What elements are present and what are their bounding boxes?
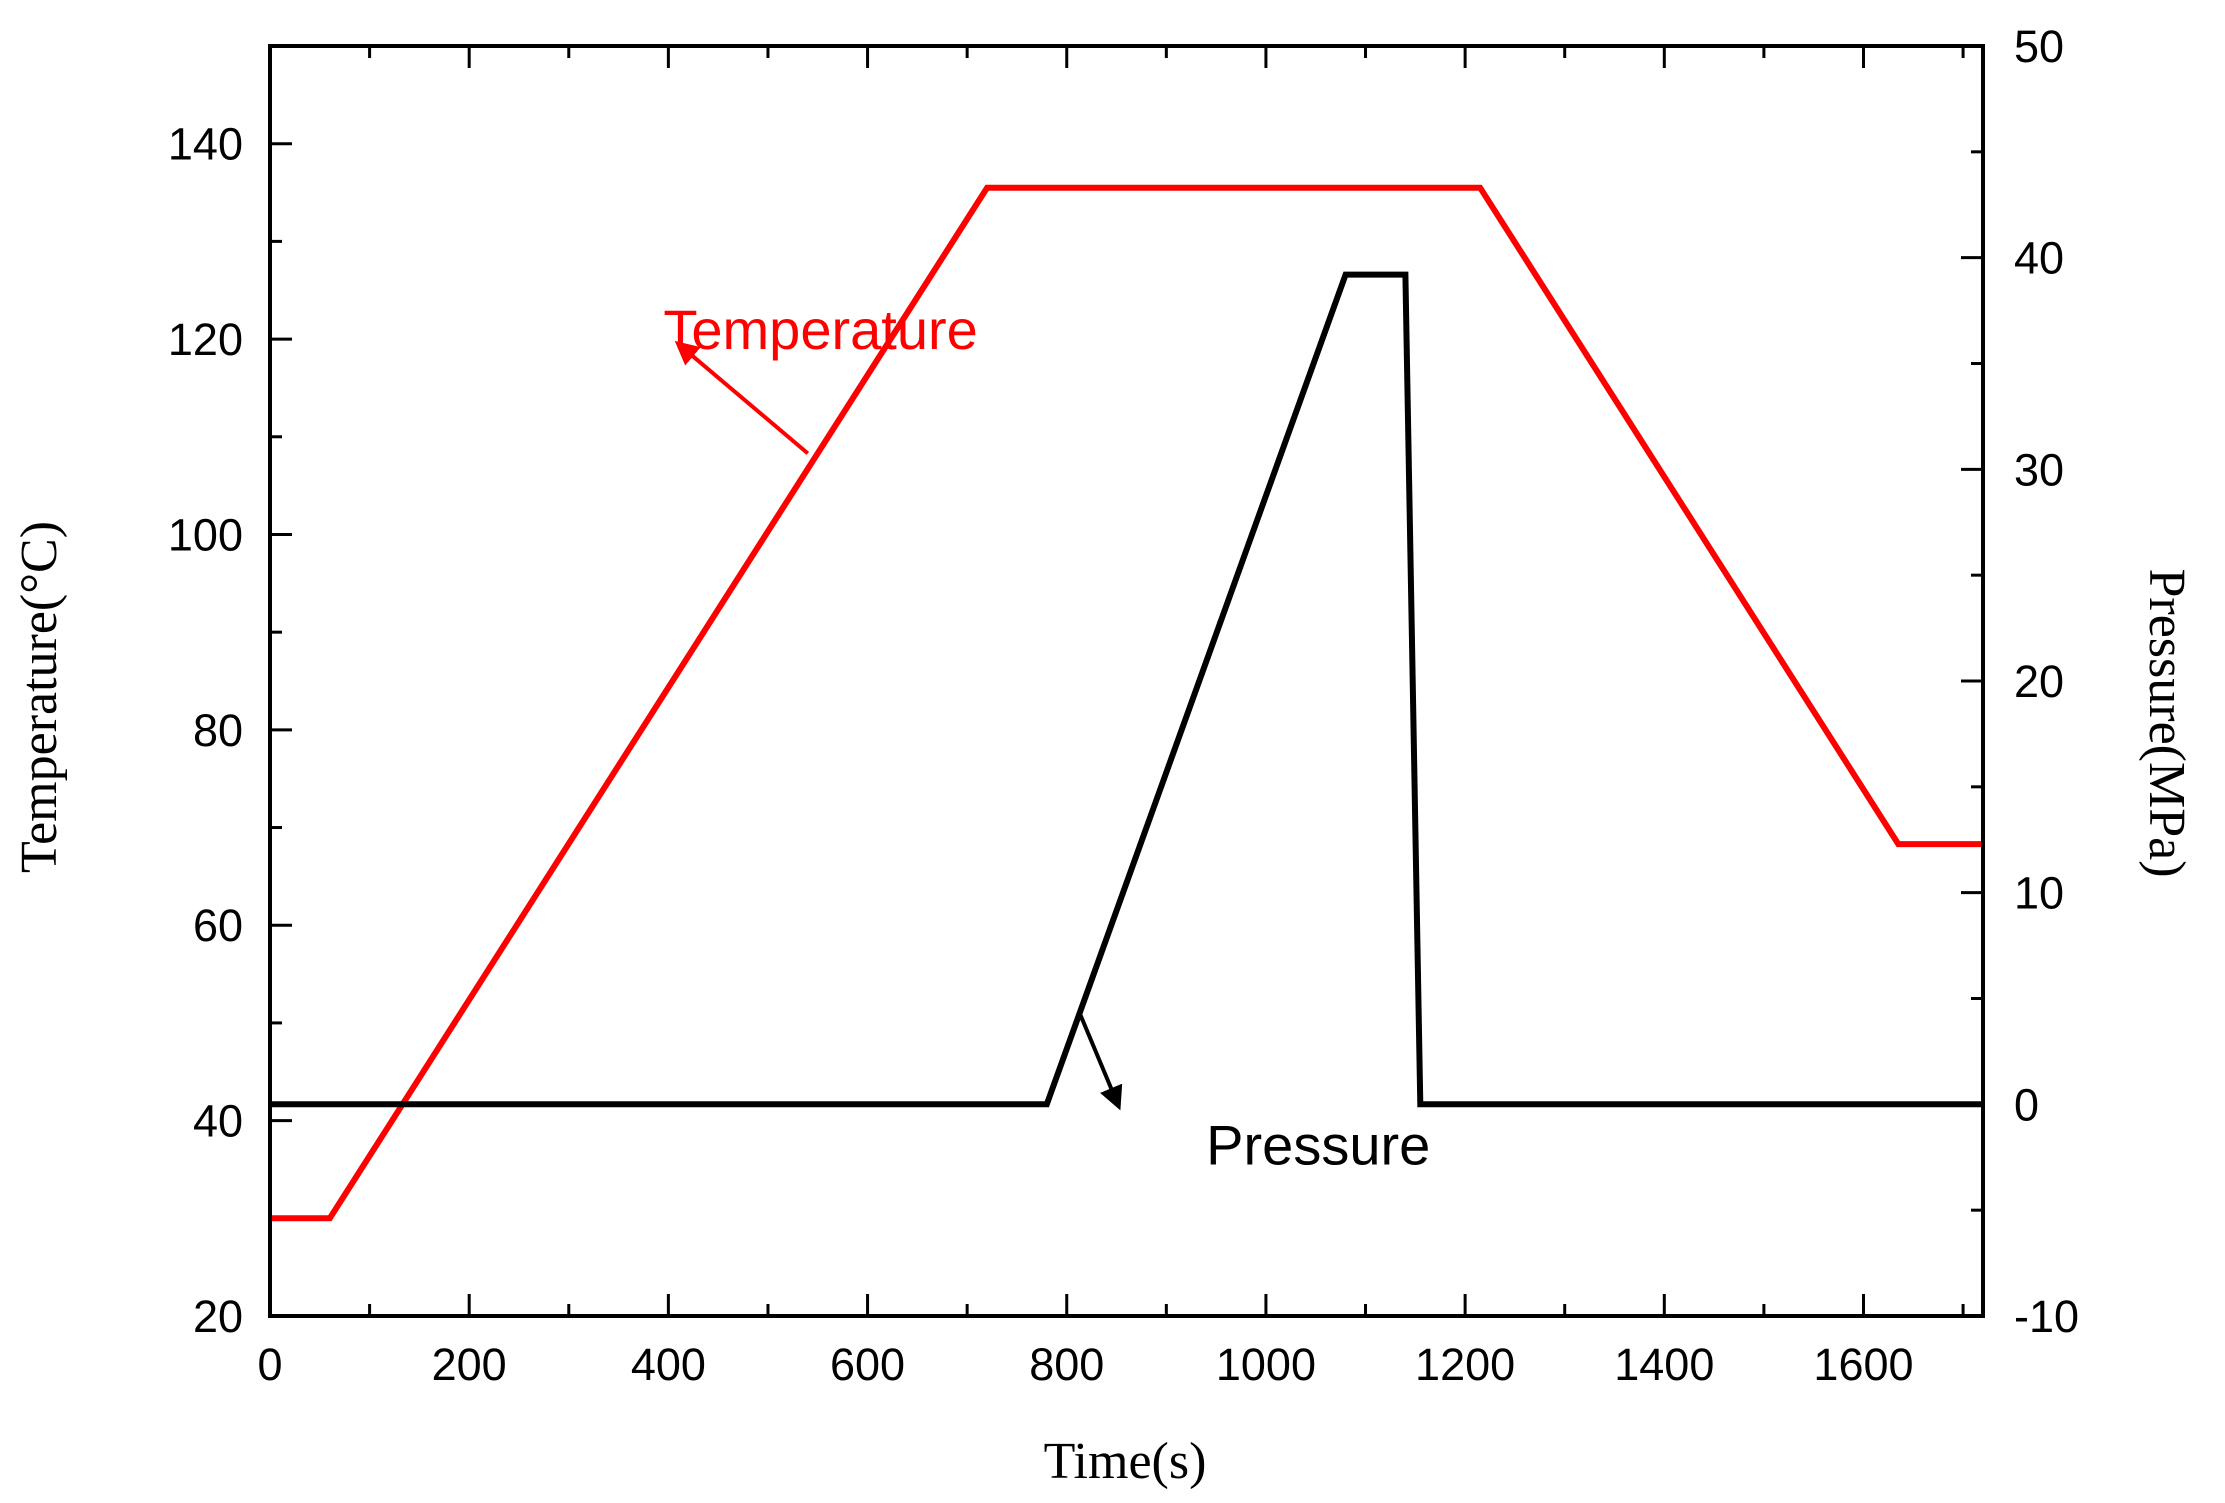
x-tick-label: 1000 xyxy=(1216,1339,1316,1390)
y-right-tick-label: 50 xyxy=(2014,21,2064,72)
x-tick-label: 1400 xyxy=(1614,1339,1714,1390)
y-left-axis-ticks: 20 40 60 80 100 120 140 xyxy=(168,119,292,1342)
annotation-arrow-temperature xyxy=(674,340,810,455)
y-left-axis-title: Temperature(°C) xyxy=(11,521,68,873)
y-left-tick-label: 40 xyxy=(193,1096,243,1147)
x-tick-label: 1600 xyxy=(1813,1339,1913,1390)
x-axis-ticks: 0 200 400 600 800 1000 1200 1400 1600 xyxy=(257,46,1965,1390)
y-right-axis-title: Pressure(MPa) xyxy=(2138,568,2195,877)
x-tick-label: 600 xyxy=(830,1339,905,1390)
annotation-label-temperature: Temperature xyxy=(663,298,977,361)
y-right-tick-label: 40 xyxy=(2014,233,2064,284)
y-right-axis-ticks: -10 0 10 20 30 40 50 xyxy=(1961,21,2079,1342)
y-right-tick-label: 20 xyxy=(2014,656,2064,707)
series-line-temperature xyxy=(270,184,1983,1222)
x-tick-label: 1200 xyxy=(1415,1339,1515,1390)
series-layer xyxy=(270,184,1983,1222)
x-tick-label: 800 xyxy=(1029,1339,1104,1390)
y-right-tick-label: 0 xyxy=(2014,1079,2039,1130)
plot-frame xyxy=(268,44,1985,1318)
y-right-tick-label: -10 xyxy=(2014,1291,2079,1342)
y-left-tick-label: 20 xyxy=(193,1291,243,1342)
series-line-pressure xyxy=(270,271,1983,1108)
x-tick-label: 400 xyxy=(631,1339,706,1390)
x-tick-label: 200 xyxy=(432,1339,507,1390)
annotation-layer: Temperature Pressure xyxy=(663,298,1430,1177)
x-tick-label: 0 xyxy=(257,1339,282,1390)
y-left-tick-label: 120 xyxy=(168,314,243,365)
annotation-label-pressure: Pressure xyxy=(1206,1114,1430,1177)
y-left-tick-label: 80 xyxy=(193,705,243,756)
x-axis-title: Time(s) xyxy=(1044,1433,1207,1490)
y-left-tick-label: 140 xyxy=(168,119,243,170)
y-right-tick-label: 30 xyxy=(2014,444,2064,495)
y-right-tick-label: 10 xyxy=(2014,868,2064,919)
y-left-tick-label: 100 xyxy=(168,509,243,560)
annotation-arrow-pressure xyxy=(1077,1012,1123,1111)
y-left-tick-label: 60 xyxy=(193,900,243,951)
